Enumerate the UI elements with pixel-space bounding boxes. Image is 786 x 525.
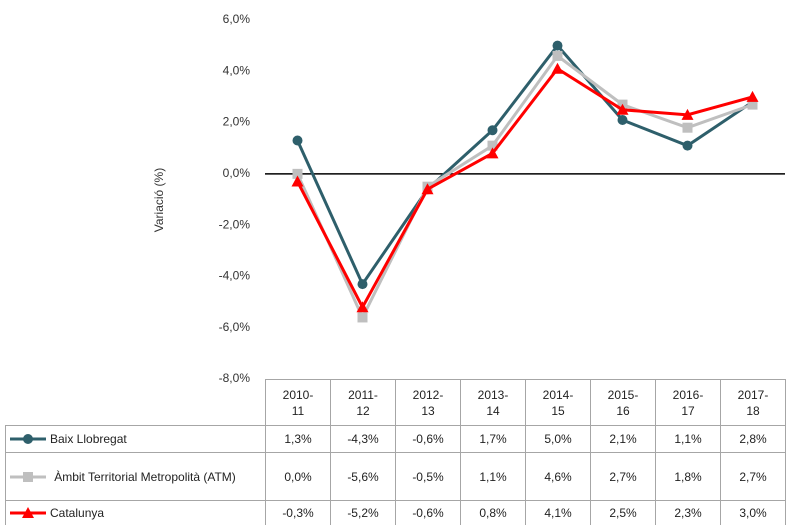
marker bbox=[552, 50, 563, 61]
series-line bbox=[296, 66, 753, 311]
y-tick-label: -2,0% bbox=[219, 217, 251, 231]
table-value: -0,6% bbox=[395, 500, 461, 525]
table-value: 1,8% bbox=[655, 452, 721, 501]
marker bbox=[292, 135, 303, 146]
marker bbox=[617, 115, 628, 126]
marker bbox=[357, 312, 368, 323]
marker bbox=[616, 103, 629, 115]
table-value: 4,6% bbox=[525, 452, 591, 501]
table-value: 1,1% bbox=[460, 452, 526, 501]
table-value: 1,1% bbox=[655, 425, 721, 453]
legend-label: Catalunya bbox=[50, 506, 105, 520]
y-tick-label: 6,0% bbox=[223, 12, 251, 26]
x-tick-label: 2010- 11 bbox=[265, 379, 331, 426]
table-value: -0,5% bbox=[395, 452, 461, 501]
marker bbox=[552, 40, 563, 51]
table-value: 2,7% bbox=[590, 452, 656, 501]
series-line bbox=[296, 43, 754, 288]
marker bbox=[421, 183, 434, 195]
marker bbox=[746, 90, 759, 102]
legend-entry: Àmbit Territorial Metropolità (ATM) bbox=[5, 452, 266, 501]
marker bbox=[747, 99, 758, 110]
marker bbox=[487, 140, 498, 151]
marker bbox=[551, 62, 564, 74]
x-tick-label: 2017- 18 bbox=[720, 379, 786, 426]
marker bbox=[22, 507, 34, 518]
marker bbox=[23, 471, 33, 482]
table-value: 0,0% bbox=[265, 452, 331, 501]
table-value: 2,7% bbox=[720, 452, 786, 501]
y-tick-label: 4,0% bbox=[223, 63, 251, 77]
marker bbox=[291, 175, 304, 187]
legend-entry: Catalunya bbox=[5, 500, 266, 525]
x-tick-label: 2012- 13 bbox=[395, 379, 461, 426]
x-tick-label: 2015- 16 bbox=[590, 379, 656, 426]
table-value: 2,1% bbox=[590, 425, 656, 453]
legend-marker bbox=[10, 471, 46, 482]
table-value: 3,0% bbox=[720, 500, 786, 525]
x-tick-label: 2013- 14 bbox=[460, 379, 526, 426]
table-value: 0,8% bbox=[460, 500, 526, 525]
table-value: 5,0% bbox=[525, 425, 591, 453]
y-tick-label: -4,0% bbox=[219, 269, 251, 283]
y-axis-title: Variació (%) bbox=[152, 168, 166, 232]
legend-label: Àmbit Territorial Metropolità (ATM) bbox=[54, 469, 236, 484]
marker bbox=[486, 147, 499, 159]
y-tick-label: 2,0% bbox=[223, 115, 251, 129]
legend-entry: Baix Llobregat bbox=[5, 425, 266, 453]
table-value: 1,7% bbox=[460, 425, 526, 453]
legend-marker bbox=[10, 507, 46, 518]
table-value: -5,6% bbox=[330, 452, 396, 501]
table-value: -5,2% bbox=[330, 500, 396, 525]
table-value: 2,3% bbox=[655, 500, 721, 525]
y-tick-label: -8,0% bbox=[219, 371, 251, 385]
table-value: -0,6% bbox=[395, 425, 461, 453]
marker bbox=[292, 168, 303, 179]
marker bbox=[682, 122, 693, 133]
marker bbox=[681, 108, 694, 120]
table-value: -4,3% bbox=[330, 425, 396, 453]
table-value: 4,1% bbox=[525, 500, 591, 525]
table-value: 1,3% bbox=[265, 425, 331, 453]
table-value: 2,8% bbox=[720, 425, 786, 453]
y-tick-label: -6,0% bbox=[219, 320, 251, 334]
series-line bbox=[296, 53, 754, 321]
marker bbox=[682, 140, 693, 151]
y-tick-label: 0,0% bbox=[223, 166, 251, 180]
table-value: -0,3% bbox=[265, 500, 331, 525]
x-tick-label: 2014- 15 bbox=[525, 379, 591, 426]
marker bbox=[487, 125, 498, 136]
marker bbox=[357, 279, 368, 290]
x-tick-label: 2016- 17 bbox=[655, 379, 721, 426]
marker bbox=[23, 434, 33, 444]
legend-label: Baix Llobregat bbox=[50, 432, 127, 446]
marker bbox=[356, 301, 369, 313]
legend-marker bbox=[10, 434, 46, 444]
table-value: 2,5% bbox=[590, 500, 656, 525]
x-tick-label: 2011- 12 bbox=[330, 379, 396, 426]
